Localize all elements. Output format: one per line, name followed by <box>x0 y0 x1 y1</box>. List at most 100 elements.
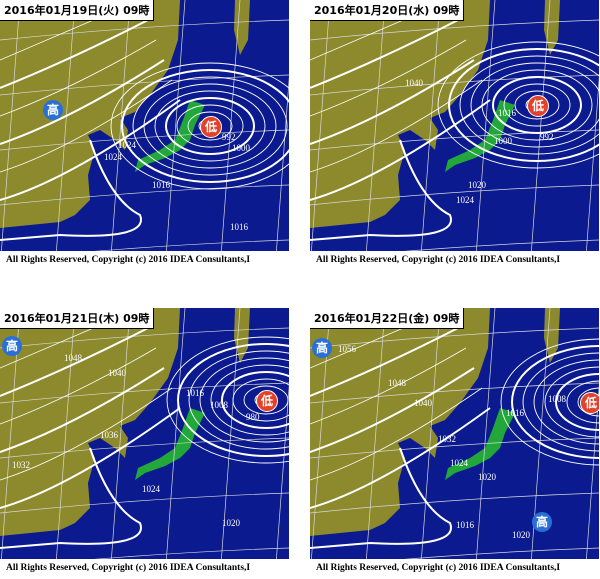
sakhalin-land <box>234 0 250 55</box>
isobar-line <box>310 79 483 173</box>
isobar-label: 1020 <box>478 472 496 482</box>
weather-map-panel-2: 2016年01月20日(水) 09時 低 1040 1016 1000 992 … <box>310 0 599 270</box>
graticule-line <box>310 129 599 151</box>
sakhalin-land <box>544 0 560 55</box>
isobar-line <box>470 62 599 148</box>
isobar-label: 1048 <box>388 378 406 388</box>
isobar-line <box>310 327 459 397</box>
isobar-label: 1020 <box>468 180 486 190</box>
graticule-line <box>584 76 599 270</box>
isobar-line <box>566 380 599 424</box>
isobar-line <box>310 99 491 201</box>
isobar-line <box>533 359 599 445</box>
isobar-line <box>0 447 142 549</box>
isobar-line <box>176 104 244 148</box>
graticule-line <box>0 19 289 41</box>
sakhalin-land <box>544 308 560 363</box>
copyright-bar: All Rights Reserved, Copyright (c) 2016 … <box>0 251 289 270</box>
isobar-label: 1020 <box>222 518 240 528</box>
continent-land <box>310 0 490 228</box>
graticule-line <box>474 0 496 270</box>
graticule-line <box>310 382 599 404</box>
isobar-label: 992 <box>222 132 236 142</box>
isobar-label: 1000 <box>232 143 250 153</box>
low-pressure-marker: 低 <box>580 392 599 414</box>
isobar-line <box>522 352 599 452</box>
isobar-label: 980 <box>246 412 260 422</box>
isobar-line <box>121 69 289 183</box>
isobar-label: 1040 <box>405 78 423 88</box>
isobar-line <box>165 97 255 155</box>
high-pressure-marker: 高 <box>43 100 63 120</box>
isobar-line <box>177 343 289 457</box>
isobar-line <box>0 407 181 509</box>
isobar-line <box>210 364 289 436</box>
isobar-line <box>199 357 289 443</box>
isobar-line <box>221 371 289 429</box>
weather-map-panel-4: 2016年01月22日(金) 09時 高 高 低 1056 1048 1040 … <box>310 308 599 578</box>
isobar-line <box>154 90 266 162</box>
isobar-label: 1040 <box>414 398 432 408</box>
continent-land <box>0 308 180 536</box>
isobar-line <box>310 447 452 549</box>
isobar-line <box>310 139 452 241</box>
isobar-line <box>232 378 289 422</box>
isobar-line <box>310 387 483 481</box>
copyright-bar: All Rights Reserved, Copyright (c) 2016 … <box>310 251 599 270</box>
isobar-line <box>577 387 599 417</box>
isobar-label: 1008 <box>210 400 228 410</box>
graticule-line <box>274 384 289 578</box>
isobar-line <box>310 347 467 425</box>
isobar-label: 1008 <box>548 394 566 404</box>
graticule-line <box>310 437 599 459</box>
isobar-line <box>0 19 149 89</box>
isobar-label: 1032 <box>438 434 456 444</box>
isobar-line <box>110 62 289 190</box>
high-pressure-marker: 高 <box>312 338 332 358</box>
isobar-line <box>448 48 599 162</box>
isobar-line <box>0 59 165 145</box>
japan-land <box>445 408 515 480</box>
weather-map-panel-3: 2016年01月21日(木) 09時 高 低 1048 1040 1032 10… <box>0 308 289 578</box>
graticule-line <box>310 74 599 96</box>
isobar-label: 1024 <box>456 195 474 205</box>
graticule-line <box>310 327 599 349</box>
isobar-line <box>132 76 288 176</box>
graticule-line <box>0 492 289 514</box>
isobar-label: 1024 <box>104 152 122 162</box>
graticule-line <box>310 0 331 270</box>
graticule-line <box>310 492 599 514</box>
isobar-label: 1016 <box>186 388 204 398</box>
graticule-line <box>310 19 599 41</box>
isobar-line <box>310 39 467 117</box>
isobar-label: 1024 <box>118 140 136 150</box>
continent-land <box>310 308 490 536</box>
map-base <box>310 308 599 578</box>
isobar-label: 1048 <box>64 353 82 363</box>
isobar-line <box>310 367 475 453</box>
isobar-label: 1024 <box>450 458 468 468</box>
graticule-line <box>164 0 186 270</box>
isobar-line <box>544 366 599 438</box>
isobar-line <box>437 41 599 169</box>
isobar-line <box>310 407 491 509</box>
graticule-line <box>0 382 289 404</box>
isobar-label: 1040 <box>108 368 126 378</box>
isobar-line <box>188 350 289 450</box>
graticule-line <box>474 308 496 578</box>
isobar-line <box>310 19 459 89</box>
graticule-line <box>310 184 599 206</box>
isobar-line <box>0 99 181 201</box>
isobar-line <box>500 338 599 466</box>
isobar-line <box>0 327 149 397</box>
isobar-line <box>459 55 599 155</box>
isobar-line <box>310 59 475 145</box>
map-base <box>0 308 289 578</box>
low-pressure-marker: 低 <box>256 390 278 412</box>
graticule-line <box>0 129 289 151</box>
graticule-line <box>0 0 21 270</box>
isobar-label: 1016 <box>230 222 248 232</box>
map-title: 2016年01月21日(木) 09時 <box>0 308 155 329</box>
graticule-line <box>584 384 599 578</box>
weather-map-panel-1: 2016年01月19日(火) 09時 高 低 1024 1024 1016 10… <box>0 0 289 270</box>
